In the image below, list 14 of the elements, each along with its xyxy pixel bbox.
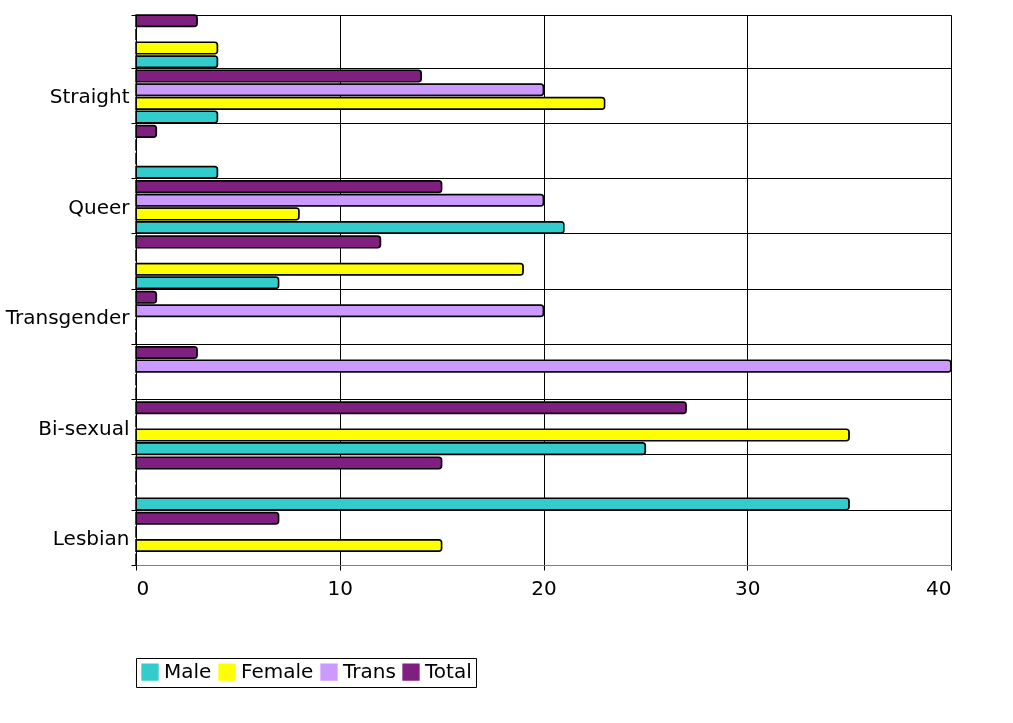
x-tick-label: 0 xyxy=(136,575,150,600)
y-tick-label: Bi-sexual xyxy=(38,415,130,440)
x-tick-label: 20 xyxy=(531,575,557,600)
x-tick-label: 30 xyxy=(735,575,761,600)
y-tick-label: Straight xyxy=(49,84,130,109)
y-tick-label: Transgender xyxy=(4,305,131,330)
legend-label: Total xyxy=(424,659,472,684)
legend-label: Female xyxy=(241,659,314,684)
legend-label: Trans xyxy=(342,659,396,684)
y-tick-label: Queer xyxy=(68,194,131,219)
y-tick-label: Lesbian xyxy=(52,526,130,551)
x-tick-label: 10 xyxy=(327,575,353,600)
legend-label: Male xyxy=(164,659,212,684)
x-tick-label: 40 xyxy=(926,575,952,600)
